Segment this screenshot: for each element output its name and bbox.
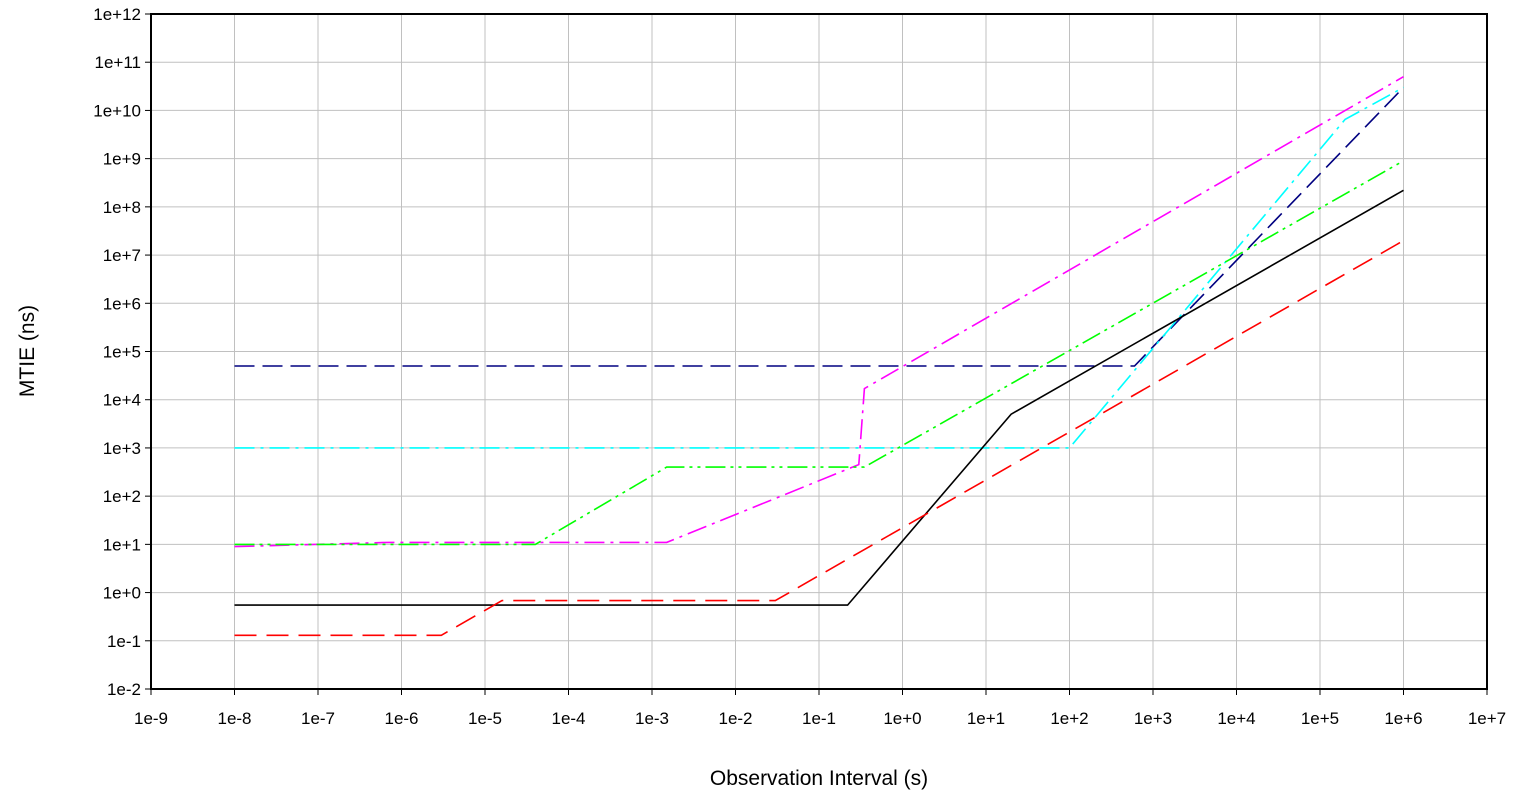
x-tick-label: 1e-3	[635, 709, 669, 728]
x-tick-label: 1e+1	[967, 709, 1005, 728]
y-tick-label: 1e+11	[95, 53, 141, 72]
x-tick-label: 1e-4	[551, 709, 585, 728]
y-tick-label: 1e+10	[93, 101, 141, 120]
y-tick-label: 1e+6	[103, 294, 141, 313]
series-line-1	[234, 86, 1405, 367]
x-tick-labels: 1e-9 1e-8 1e-7 1e-6 1e-5 1e-4 1e-3 1e-2 1e-1 1e+0…	[134, 709, 1506, 728]
y-tick-label: 1e-1	[107, 632, 141, 651]
x-tick-label: 1e+3	[1134, 709, 1172, 728]
x-tick-label: 1e-2	[718, 709, 752, 728]
y-tick-label: 1e+0	[103, 584, 141, 603]
grid-lines	[151, 14, 1487, 689]
y-tick-label: 1e+4	[103, 391, 141, 410]
x-tick-label: 1e+4	[1217, 709, 1255, 728]
series-line-5	[234, 189, 1404, 606]
x-tick-label: 1e-7	[301, 709, 335, 728]
y-tick-labels: 1e-2 1e-1 1e+0 1e+1 1e+2 1e+3 1e+4 1e+5 1e+6 1e+7…	[93, 5, 141, 699]
x-tick-label: 1e-1	[802, 709, 836, 728]
series-line-4	[234, 160, 1404, 546]
x-axis-title: Observation Interval (s)	[710, 767, 928, 790]
y-tick-label: 1e+7	[103, 246, 141, 265]
axes	[145, 13, 1488, 695]
x-tick-label: 1e+5	[1301, 709, 1339, 728]
x-tick-label: 1e+0	[883, 709, 921, 728]
series-lines	[234, 76, 1405, 637]
y-tick-label: 1e+1	[103, 535, 141, 554]
x-tick-label: 1e-9	[134, 709, 168, 728]
y-tick-label: 1e+2	[103, 487, 141, 506]
x-tick-label: 1e+7	[1468, 709, 1506, 728]
y-axis-title: MTIE (ns)	[16, 305, 39, 397]
y-tick-label: 1e-2	[107, 680, 141, 699]
x-tick-label: 1e+2	[1050, 709, 1088, 728]
y-tick-label: 1e+12	[93, 5, 141, 24]
y-tick-label: 1e+3	[103, 439, 141, 458]
series-line-6	[234, 239, 1404, 637]
y-tick-label: 1e+5	[103, 343, 141, 362]
series-line-2	[234, 86, 1404, 449]
y-tick-label: 1e+9	[103, 150, 141, 169]
x-tick-label: 1e+6	[1384, 709, 1422, 728]
x-tick-label: 1e-5	[468, 709, 502, 728]
x-tick-label: 1e-8	[217, 709, 251, 728]
series-line-3	[234, 76, 1404, 548]
y-tick-label: 1e+8	[103, 198, 141, 217]
x-tick-label: 1e-6	[384, 709, 418, 728]
